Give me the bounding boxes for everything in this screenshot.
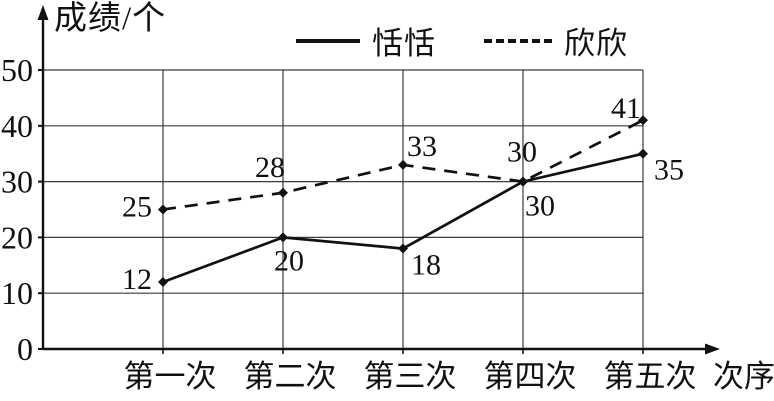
data-point-label: 30 — [507, 136, 537, 169]
data-point-marker — [398, 243, 408, 254]
data-point-label: 35 — [654, 154, 684, 187]
x-tick-label: 第二次 — [244, 359, 337, 394]
y-tick-label: 0 — [17, 331, 33, 367]
y-tick-label: 20 — [1, 219, 33, 255]
data-point-label: 30 — [525, 190, 555, 223]
data-point-label: 28 — [255, 151, 285, 184]
legend-solid-line-sample — [296, 38, 360, 43]
x-tick-label: 第一次 — [124, 359, 217, 394]
data-point-marker — [518, 176, 528, 187]
data-point-marker — [638, 115, 648, 126]
y-tick-label: 50 — [1, 52, 33, 88]
data-point-marker — [398, 159, 408, 170]
x-tick-label: 第四次 — [484, 359, 577, 394]
legend-label-series2: 欣欣 — [564, 26, 628, 61]
data-point-label: 18 — [411, 249, 441, 282]
y-axis-arrow — [37, 5, 49, 20]
x-tick-label: 第五次 — [604, 359, 697, 394]
data-point-label: 33 — [407, 130, 437, 163]
data-point-marker — [638, 148, 648, 159]
data-point-label: 12 — [122, 263, 152, 296]
x-tick-label: 第三次 — [364, 359, 457, 394]
data-point-marker — [278, 187, 288, 198]
data-point-label: 20 — [274, 244, 304, 277]
y-tick-label: 10 — [1, 275, 33, 311]
data-point-marker — [158, 277, 168, 288]
legend-dashed-line-sample — [484, 38, 552, 43]
y-tick-label: 40 — [1, 108, 33, 144]
data-point-label: 41 — [611, 92, 641, 125]
data-point-marker — [278, 232, 288, 243]
y-tick-label: 30 — [1, 164, 33, 200]
data-point-label: 25 — [122, 191, 152, 224]
x-axis-arrow — [705, 343, 720, 355]
legend-label-series1: 恬恬 — [372, 26, 436, 61]
legend: 恬恬 欣欣 — [296, 18, 628, 63]
x-axis-title: 次序 — [713, 359, 774, 394]
data-point-marker — [158, 204, 168, 215]
y-axis-title: 成绩/个 — [54, 1, 167, 37]
